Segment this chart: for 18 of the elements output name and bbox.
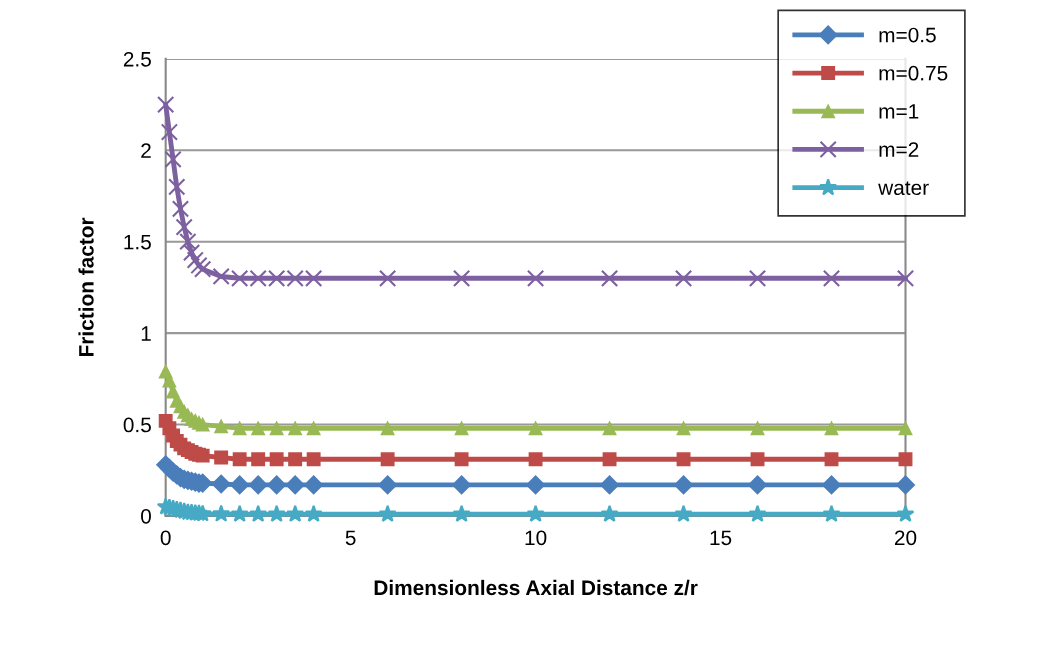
y-axis-title: Friction factor xyxy=(78,217,94,357)
y-tick-label: 1.5 xyxy=(124,234,151,250)
legend-label: m=0.75 xyxy=(879,65,948,81)
legend-label: m=0.5 xyxy=(879,27,936,43)
legend-label: m=2 xyxy=(879,142,919,157)
x-tick-label: 10 xyxy=(525,530,547,546)
x-tick-label: 15 xyxy=(710,530,732,546)
y-tick-label: 0 xyxy=(141,508,151,524)
legend-label: m=1 xyxy=(879,104,919,119)
y-tick-label: 1 xyxy=(141,326,151,341)
x-tick-label: 0 xyxy=(160,530,171,546)
legend-label: water xyxy=(878,181,929,196)
x-tick-label: 5 xyxy=(345,530,356,546)
y-tick-label: 0.5 xyxy=(123,417,151,433)
x-tick-label: 20 xyxy=(894,530,917,546)
y-tick-label: 2.5 xyxy=(123,51,151,67)
x-axis-title: Dimensionless Axial Distance z/r xyxy=(374,579,698,596)
y-tick-label: 2 xyxy=(141,143,151,158)
